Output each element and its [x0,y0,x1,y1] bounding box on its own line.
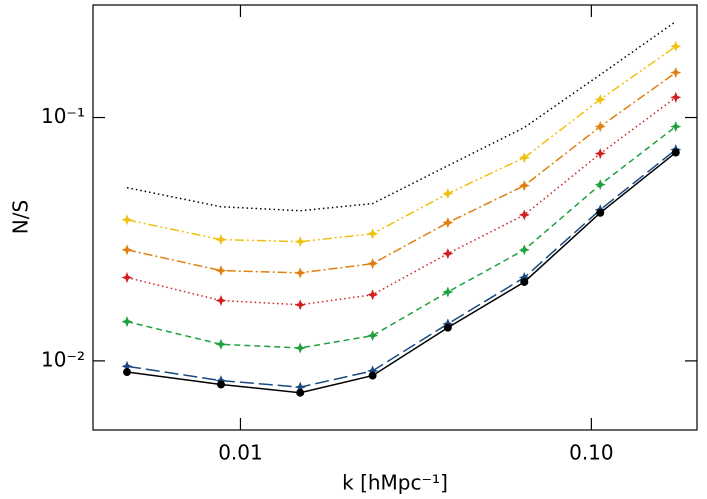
point [518,180,530,192]
point [518,272,530,284]
series-line [126,149,677,388]
point [294,342,306,354]
point [442,286,454,298]
series-line [126,96,677,306]
point [443,323,452,332]
point [594,148,606,160]
point [294,381,306,393]
point [368,371,377,380]
point [215,265,227,277]
point [215,338,227,350]
point [594,93,606,105]
point [121,214,133,226]
point [367,330,379,342]
point [520,277,529,286]
series-line [126,71,677,274]
point [670,40,682,52]
point [442,217,454,229]
y-tick-label: 10⁻¹ [41,104,85,128]
point [518,152,530,164]
series-line [126,20,677,212]
point [215,295,227,307]
point [121,360,133,372]
point [367,365,379,377]
point [294,267,306,279]
point [121,316,133,328]
point [367,228,379,240]
point [671,148,680,157]
point [518,209,530,221]
point [367,289,379,301]
point [216,380,225,389]
point [518,244,530,256]
point [594,179,606,191]
point [670,91,682,103]
point [442,248,454,260]
point [442,188,454,200]
point [123,368,132,377]
point [296,388,305,397]
x-tick-label: 0.01 [218,441,263,465]
x-axis-label: k [hMpc⁻¹] [342,471,448,495]
y-tick-label: 10⁻² [41,347,85,371]
point [121,272,133,284]
plot-frame [92,4,698,431]
point [121,244,133,256]
point [294,299,306,311]
series-line [126,45,677,243]
point [215,234,227,246]
x-tick-label: 0.10 [569,441,614,465]
series-line [126,125,677,349]
point [670,121,682,133]
series-line [126,151,677,394]
y-axis-label: N/S [9,200,33,234]
point [670,67,682,79]
point [294,236,306,248]
point [367,258,379,270]
point [596,208,605,217]
point [594,121,606,133]
